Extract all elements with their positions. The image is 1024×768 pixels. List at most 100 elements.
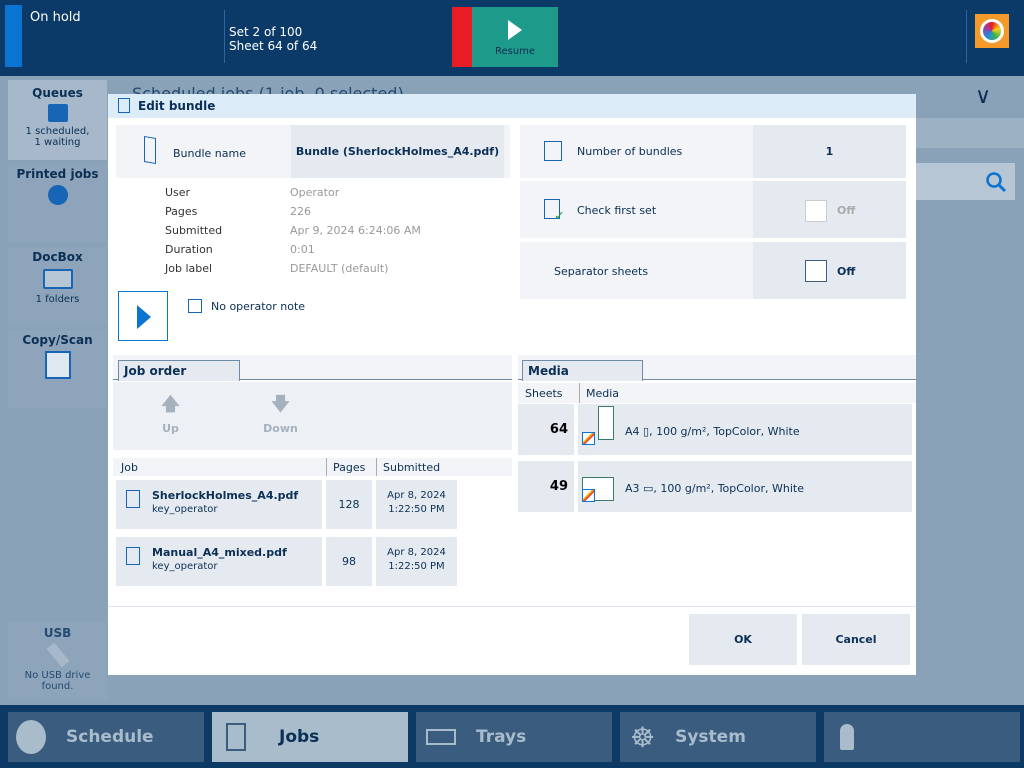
nav-system[interactable]: ☸ System bbox=[620, 712, 816, 762]
down-button[interactable]: 🡇 Down bbox=[258, 392, 303, 435]
dialog-titlebar: Edit bundle bbox=[108, 94, 916, 118]
info-value: Operator bbox=[290, 186, 340, 199]
cancel-button[interactable]: Cancel bbox=[802, 614, 910, 665]
dialog-title: Edit bundle bbox=[138, 99, 216, 113]
bundle-name-value[interactable]: Bundle (SherlockHolmes_A4.pdf) bbox=[291, 125, 504, 178]
job-time: 1:22:50 PM bbox=[388, 561, 445, 572]
color-icon bbox=[582, 432, 595, 445]
down-label: Down bbox=[263, 422, 298, 435]
ok-button[interactable]: OK bbox=[689, 614, 797, 665]
media-sheet-icon bbox=[598, 406, 614, 440]
resume-button[interactable]: Resume bbox=[472, 7, 558, 67]
nav-label: System bbox=[675, 727, 746, 747]
job-row[interactable]: Manual_A4_mixed.pdf key_operator bbox=[116, 537, 322, 586]
sidebar-item-queues[interactable]: Queues 1 scheduled, 1 waiting bbox=[8, 80, 107, 160]
copy-scan-icon bbox=[44, 351, 71, 379]
job-pages: 98 bbox=[326, 537, 372, 586]
status-indicator bbox=[5, 5, 22, 67]
user-key-icon bbox=[840, 724, 854, 750]
job-date: Apr 8, 2024 bbox=[387, 547, 446, 558]
info-value: DEFAULT (default) bbox=[290, 262, 389, 275]
nav-user-login[interactable] bbox=[824, 712, 1020, 762]
nav-schedule[interactable]: Schedule bbox=[8, 712, 204, 762]
job-row[interactable]: SherlockHolmes_A4.pdf key_operator bbox=[116, 480, 322, 529]
color-icon bbox=[582, 489, 595, 502]
nav-label: Jobs bbox=[279, 727, 320, 747]
col-media: Media bbox=[579, 383, 625, 403]
col-job: Job bbox=[121, 461, 138, 474]
status-state: On hold bbox=[30, 10, 81, 25]
folder-count: 1 folders bbox=[35, 294, 80, 305]
job-order-toolbar: 🡅 Up 🡇 Down bbox=[113, 382, 512, 450]
sidebar-item-docbox[interactable]: DocBox 1 folders bbox=[8, 247, 107, 325]
check-first-set-row[interactable]: ✓ Check first set Off bbox=[520, 181, 906, 238]
job-name: Manual_A4_mixed.pdf bbox=[152, 546, 287, 559]
sidebar-item-usb[interactable]: USB No USB drive found. bbox=[8, 622, 107, 700]
job-time: 1:22:50 PM bbox=[388, 504, 445, 515]
col-submitted: Submitted bbox=[376, 458, 446, 476]
search-icon bbox=[986, 172, 1007, 193]
up-button[interactable]: 🡅 Up bbox=[148, 392, 193, 435]
trays-icon bbox=[426, 729, 456, 745]
label: USB bbox=[43, 626, 72, 640]
media-table-header: Sheets Media bbox=[518, 383, 916, 403]
tab-job-order[interactable]: Job order bbox=[118, 360, 240, 381]
media-row[interactable]: A3 ▭, 100 g/m², TopColor, White bbox=[578, 461, 912, 512]
media-row[interactable]: A4 ▯, 100 g/m², TopColor, White bbox=[578, 404, 912, 455]
divider bbox=[224, 10, 225, 63]
number-of-bundles-label: Number of bundles bbox=[577, 145, 683, 158]
folder-icon bbox=[42, 269, 73, 289]
info-value: Apr 9, 2024 6:24:06 AM bbox=[290, 224, 421, 237]
nav-jobs[interactable]: Jobs bbox=[212, 712, 408, 762]
check-first-set-toggle[interactable]: Off bbox=[753, 181, 906, 238]
printer-icon bbox=[47, 104, 68, 122]
separator-sheets-label: Separator sheets bbox=[554, 265, 649, 278]
job-submitted: Apr 8, 2024 1:22:50 PM bbox=[376, 480, 457, 529]
number-of-bundles-value[interactable]: 1 bbox=[753, 125, 906, 178]
checkbox[interactable] bbox=[805, 200, 827, 222]
sidebar-item-printed-jobs[interactable]: Printed jobs bbox=[8, 164, 107, 242]
bundle-name-row[interactable]: Bundle name Bundle (SherlockHolmes_A4.pd… bbox=[116, 125, 510, 178]
number-of-bundles-row[interactable]: Number of bundles 1 bbox=[520, 125, 906, 178]
chevron-down-icon[interactable]: ∨ bbox=[975, 84, 992, 109]
play-icon bbox=[508, 20, 522, 40]
media-sheets: 49 bbox=[518, 461, 574, 512]
media-description: A4 ▯, 100 g/m², TopColor, White bbox=[625, 425, 800, 438]
system-status-icon[interactable] bbox=[975, 14, 1009, 48]
bundle-name-label: Bundle name bbox=[173, 147, 246, 160]
sidebar-item-copy-scan[interactable]: Copy/Scan bbox=[8, 330, 107, 408]
operator-note[interactable]: No operator note bbox=[211, 300, 306, 313]
job-user: key_operator bbox=[152, 504, 218, 515]
media-tabbar: Media bbox=[518, 355, 916, 381]
expand-button[interactable] bbox=[118, 291, 168, 341]
nav-label: Trays bbox=[476, 727, 527, 747]
job-order-tabbar: Job order bbox=[113, 355, 512, 381]
info-label: Duration bbox=[165, 243, 213, 256]
bundle-icon bbox=[144, 135, 156, 165]
separator-sheets-value: Off bbox=[837, 265, 856, 278]
job-name: SherlockHolmes_A4.pdf bbox=[152, 489, 299, 502]
play-icon bbox=[137, 305, 151, 329]
divider bbox=[108, 606, 916, 607]
separator-sheets-toggle[interactable]: Off bbox=[753, 242, 906, 299]
document-icon bbox=[126, 490, 140, 508]
separator-sheets-row[interactable]: Separator sheets Off bbox=[520, 242, 906, 299]
check-document-icon bbox=[544, 199, 560, 219]
checkbox[interactable] bbox=[805, 260, 827, 282]
label: DocBox bbox=[32, 250, 83, 264]
info-label: Submitted bbox=[165, 224, 223, 237]
divider bbox=[966, 10, 967, 63]
label: Copy/Scan bbox=[22, 333, 93, 347]
info-value: 226 bbox=[290, 205, 311, 218]
stop-button[interactable] bbox=[452, 7, 472, 67]
history-icon bbox=[47, 185, 68, 205]
nav-label: Schedule bbox=[66, 727, 154, 747]
nav-trays[interactable]: Trays bbox=[416, 712, 612, 762]
set-progress: Set 2 of 100 bbox=[229, 25, 303, 39]
document-icon bbox=[126, 547, 140, 565]
job-date: Apr 8, 2024 bbox=[387, 490, 446, 501]
queue-waiting: 1 waiting bbox=[34, 137, 81, 148]
tab-media[interactable]: Media bbox=[522, 360, 643, 381]
job-table-header: Job Pages Submitted bbox=[113, 458, 512, 476]
search-field[interactable] bbox=[915, 163, 1015, 200]
